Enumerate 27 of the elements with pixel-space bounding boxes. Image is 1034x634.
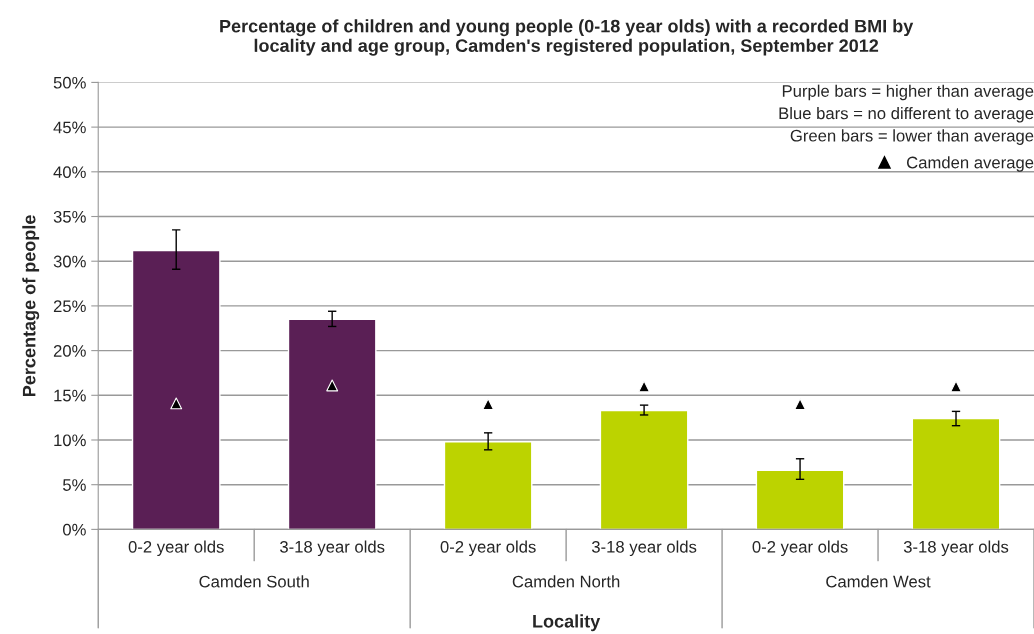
annotation: Purple bars = higher than average xyxy=(782,84,1034,101)
x-tick-label: 0-2 year olds xyxy=(752,540,848,557)
y-tick-label: 10% xyxy=(54,434,86,447)
y-tick-label: 0% xyxy=(62,523,86,536)
x-tick-label: 3-18 year olds xyxy=(280,540,385,557)
chart-title: Percentage of children and young people (0-18 year olds) with a recorded BMI by locality and age group, Camden's registered population, September 2012 xyxy=(220,19,914,56)
y-tick-label: 40% xyxy=(53,166,86,179)
x-tick-label: 3-18 year olds xyxy=(591,540,697,557)
text: Camden West xyxy=(826,575,931,588)
y-tick-label: 15% xyxy=(54,389,86,402)
y-tick-label: 45% xyxy=(53,121,86,134)
y-tick-label: 50% xyxy=(53,76,86,89)
y-tick-label: 30% xyxy=(53,255,86,268)
x-tick-label: 0-2 year olds xyxy=(440,540,536,557)
x-tick-label: 3-18 year olds xyxy=(903,540,1009,557)
y-tick-label: 5% xyxy=(63,479,86,491)
y-tick-label: 25% xyxy=(53,300,86,313)
x-axis-title: Locality xyxy=(533,614,601,632)
x-tick-label: 0-2 year olds xyxy=(128,540,224,557)
y-axis-title: Percentage of people xyxy=(22,215,40,396)
annotation: Green bars = lower than average xyxy=(790,129,1034,145)
text: Camden South xyxy=(199,575,309,588)
y-tick-label: 20% xyxy=(53,345,86,357)
legend-label: Camden average xyxy=(907,156,1034,172)
annotation: Blue bars = no different to average xyxy=(779,107,1034,123)
y-tick-label: 35% xyxy=(53,210,86,223)
text: Camden North xyxy=(512,575,620,588)
